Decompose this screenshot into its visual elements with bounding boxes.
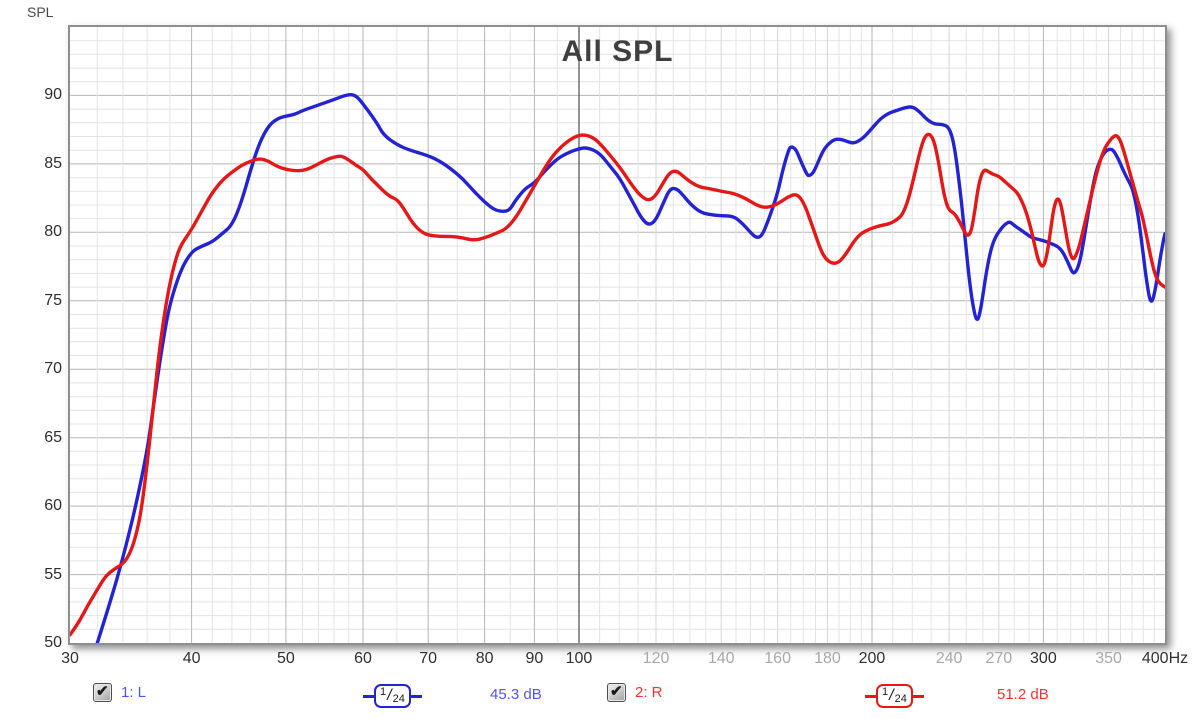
legend-item-right: 2: R [607, 682, 663, 702]
trace2-smoothing-badge[interactable]: 1/24 [865, 684, 924, 708]
trace1-checkbox[interactable] [93, 682, 112, 702]
y-tick-label: 50 [44, 634, 62, 651]
y-tick-label: 60 [44, 497, 62, 515]
x-tick-label: 90 [525, 650, 544, 667]
x-tick-label: 80 [475, 650, 494, 667]
x-tick-label: 200 [858, 650, 886, 667]
x-tick-label: 300 [1030, 650, 1057, 667]
x-tick-label: 350 [1095, 650, 1122, 667]
y-axis-title: SPL [27, 4, 54, 20]
x-tick-label: 240 [935, 650, 963, 667]
x-tick-label: 180 [814, 650, 841, 667]
trace1-level: 45.3 dB [490, 686, 542, 703]
fraction-denominator: 24 [894, 692, 907, 705]
badge-wire-right [410, 694, 422, 698]
x-tick-label: 30 [61, 650, 79, 667]
smoothing-fraction: 1/24 [374, 684, 411, 708]
y-tick-label: 55 [44, 565, 62, 583]
trace2-checkbox[interactable] [607, 682, 626, 702]
badge-wire-left [363, 694, 374, 698]
x-tick-label: 140 [707, 650, 735, 667]
y-tick-label: 75 [44, 291, 62, 309]
y-tick-label: 90 [44, 86, 62, 104]
trace1-label: 1: L [121, 684, 147, 701]
plot-area[interactable]: All SPL [68, 25, 1167, 645]
legend-item-left: 1: L [93, 682, 147, 702]
smoothing-fraction: 1/24 [876, 684, 913, 708]
x-tick-label: 160 [764, 650, 791, 667]
y-tick-label: 85 [44, 154, 62, 172]
x-tick-label: 50 [277, 650, 295, 667]
legend: 1: L 1/24 45.3 dB 2: R 1/24 51.2 dB [0, 681, 1200, 715]
fraction-slash: / [889, 687, 894, 704]
trace1-smoothing-badge[interactable]: 1/24 [363, 684, 422, 708]
y-tick-label: 65 [44, 428, 62, 446]
x-tick-label: 70 [419, 650, 438, 667]
y-tick-label: 70 [44, 360, 62, 378]
chart-canvas [70, 27, 1165, 643]
x-tick-label: 400Hz [1141, 650, 1189, 667]
x-tick-label: 120 [642, 650, 670, 667]
x-tick-label: 60 [354, 650, 372, 667]
x-tick-label: 270 [985, 650, 1013, 667]
fraction-slash: / [387, 687, 392, 704]
fraction-denominator: 24 [392, 692, 405, 705]
badge-wire-left [865, 694, 876, 698]
trace2-level: 51.2 dB [997, 686, 1049, 703]
y-tick-label: 80 [44, 223, 62, 241]
x-tick-label: 40 [182, 650, 201, 667]
fraction-numerator: 1 [882, 685, 889, 698]
badge-wire-right [912, 694, 924, 698]
fraction-numerator: 1 [380, 685, 387, 698]
trace2-label: 2: R [635, 684, 663, 701]
x-tick-label: 100 [565, 650, 593, 667]
